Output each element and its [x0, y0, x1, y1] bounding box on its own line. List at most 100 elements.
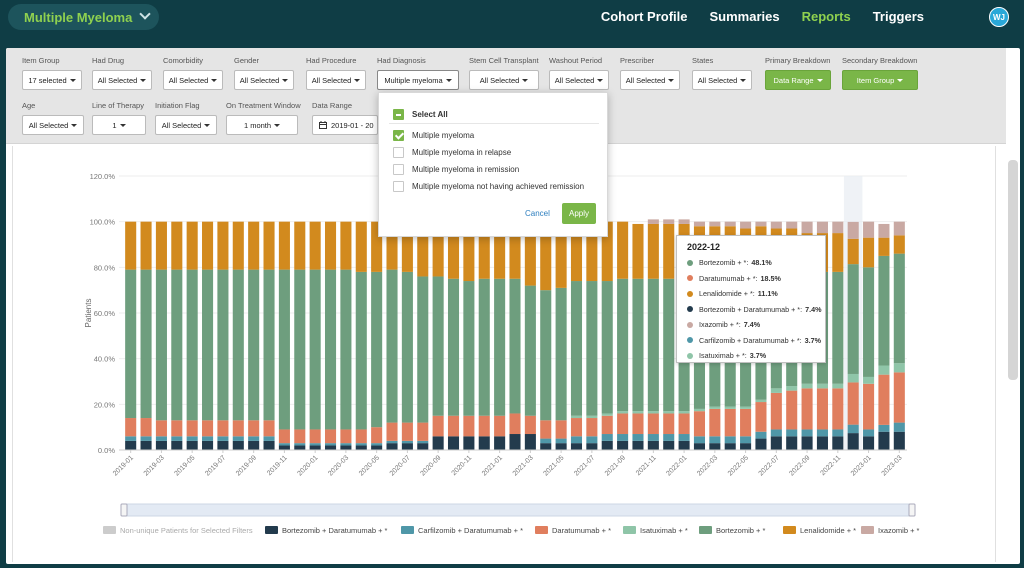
caret-down-icon [597, 78, 604, 82]
filter-comorbidity: Comorbidity All Selected [163, 56, 223, 90]
option-mm-remission[interactable]: Multiple myeloma in remission [393, 164, 519, 175]
bar-segment [355, 429, 367, 444]
bar-segment [863, 429, 875, 437]
chevron-down-icon [139, 8, 151, 20]
checkbox-icon[interactable] [393, 147, 404, 158]
x-tick-label: 2022-09 [788, 454, 811, 477]
filter-label: Gender [234, 56, 260, 65]
bar-segment [893, 422, 905, 432]
bar-segment [647, 440, 659, 450]
filter-label: Stem Cell Transplant [469, 56, 539, 65]
bar-segment [217, 221, 229, 270]
bar-segment [294, 429, 306, 444]
primary-breakdown-dropdown[interactable]: Data Range [765, 70, 831, 90]
bar-segment [617, 434, 629, 441]
legend-label: Non-unique Patients for Selected Filters [120, 526, 253, 535]
bar-segment [632, 413, 644, 435]
bar-segment [171, 269, 183, 421]
bar-segment [878, 223, 890, 238]
checkbox-partial-icon[interactable] [393, 109, 404, 120]
bar-segment [847, 238, 859, 265]
on-treatment-window-dropdown[interactable]: 1 month [226, 115, 298, 135]
bar-segment [693, 443, 706, 450]
filter-label: Prescriber [620, 56, 655, 65]
bar-segment [724, 221, 736, 227]
tooltip-row: Lenalidomide + *: 11.1% [687, 286, 815, 302]
bar-segment [340, 429, 352, 444]
y-tick-label: 40.0% [94, 355, 116, 364]
states-dropdown[interactable]: All Selected [692, 70, 752, 90]
nav-cohort-profile[interactable]: Cohort Profile [600, 9, 688, 24]
bar-segment [663, 440, 675, 450]
had-diagnosis-dropdown[interactable]: Multiple myeloma [377, 70, 459, 90]
age-dropdown[interactable]: All Selected [22, 115, 84, 135]
apply-button[interactable]: Apply [562, 203, 596, 224]
had-drug-dropdown[interactable]: All Selected [92, 70, 152, 90]
bar-segment [278, 221, 290, 270]
bar-segment [878, 424, 890, 432]
bar-segment [632, 411, 644, 414]
bar-segment [478, 278, 490, 416]
x-tick-label: 2020-03 [327, 454, 350, 477]
nav-reports[interactable]: Reports [801, 9, 851, 24]
tooltip-series-label: Bortezomib + *: [699, 258, 749, 268]
bar-segment [509, 434, 521, 450]
option-mm-relapse[interactable]: Multiple myeloma in relapse [393, 147, 511, 158]
x-tick-label: 2020-05 [358, 454, 381, 477]
bar-segment [432, 415, 444, 437]
legend-swatch [861, 526, 874, 534]
caret-down-icon [211, 78, 218, 82]
comorbidity-dropdown[interactable]: All Selected [163, 70, 223, 90]
bar-segment [893, 372, 905, 423]
filter-label: States [692, 56, 714, 65]
filter-item-group: Item Group 17 selected [22, 56, 82, 90]
data-range-picker[interactable]: 2019-01 - 20 [312, 115, 378, 135]
bar-segment [816, 383, 828, 389]
item-group-dropdown[interactable]: 17 selected [22, 70, 82, 90]
bar-segment [248, 269, 260, 421]
legend-label: Isatuximab + * [640, 526, 688, 535]
washout-period-dropdown[interactable]: All Selected [549, 70, 609, 90]
bar-segment [432, 436, 444, 450]
option-mm-not-achieved-remission[interactable]: Multiple myeloma not having achieved rem… [393, 181, 584, 192]
line-of-therapy-dropdown[interactable]: 1 [92, 115, 146, 135]
user-avatar[interactable]: WJ [989, 7, 1009, 27]
stem-cell-transplant-dropdown[interactable]: All Selected [469, 70, 539, 90]
option-label: Multiple myeloma in remission [412, 165, 520, 174]
secondary-breakdown-dropdown[interactable]: Item Group [842, 70, 918, 90]
bar-segment [171, 436, 183, 441]
checkbox-icon[interactable] [393, 181, 404, 192]
bar-segment [617, 411, 629, 414]
had-procedure-dropdown[interactable]: All Selected [306, 70, 366, 90]
prescriber-dropdown[interactable]: All Selected [620, 70, 680, 90]
x-tick-label: 2021-11 [635, 454, 658, 477]
select-all-option[interactable]: Select All [393, 109, 448, 120]
bar-segment [586, 281, 598, 416]
bar-segment [847, 264, 859, 374]
nav-summaries[interactable]: Summaries [709, 9, 780, 24]
range-handle-right [908, 503, 916, 517]
caret-down-icon [282, 78, 289, 82]
legend-swatch [265, 526, 278, 534]
bar-segment [586, 443, 598, 450]
dropdown-value: All Selected [311, 75, 352, 85]
bar-segment [340, 269, 352, 430]
cancel-button[interactable]: Cancel [525, 209, 550, 218]
bar-segment [832, 429, 844, 437]
filter-label: Had Drug [92, 56, 125, 65]
vertical-scrollbar[interactable] [1008, 160, 1018, 380]
initiation-flag-dropdown[interactable]: All Selected [155, 115, 217, 135]
bar-segment [186, 436, 198, 441]
tooltip-row: Bortezomib + *: 48.1% [687, 255, 815, 271]
tooltip-series-label: Daratumumab + *: [699, 273, 758, 283]
option-multiple-myeloma[interactable]: Multiple myeloma [393, 130, 474, 141]
checkbox-checked-icon[interactable] [393, 130, 404, 141]
caret-down-icon [897, 78, 904, 82]
checkbox-icon[interactable] [393, 164, 404, 175]
gender-dropdown[interactable]: All Selected [234, 70, 294, 90]
nav-triggers[interactable]: Triggers [872, 9, 924, 24]
tooltip-series-value: 18.5% [760, 273, 781, 283]
project-selector[interactable]: Multiple Myeloma [8, 4, 159, 30]
bar-segment [355, 221, 367, 272]
tooltip-series-value: 7.4% [805, 304, 822, 314]
